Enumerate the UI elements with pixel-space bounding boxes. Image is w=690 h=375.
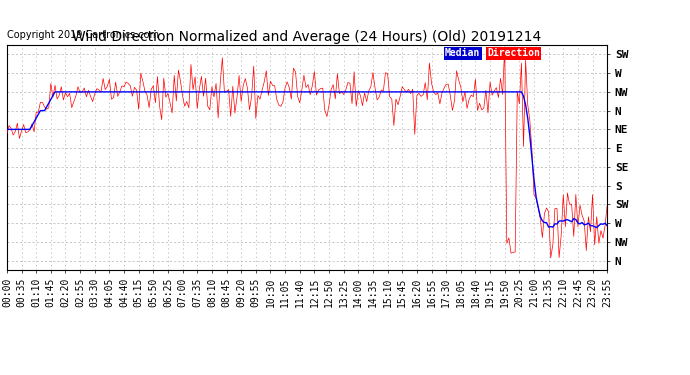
- Text: Copyright 2019 Cartronics.com: Copyright 2019 Cartronics.com: [7, 30, 159, 40]
- Title: Wind Direction Normalized and Average (24 Hours) (Old) 20191214: Wind Direction Normalized and Average (2…: [72, 30, 542, 44]
- Text: Median: Median: [445, 48, 480, 58]
- Text: Direction: Direction: [487, 48, 540, 58]
